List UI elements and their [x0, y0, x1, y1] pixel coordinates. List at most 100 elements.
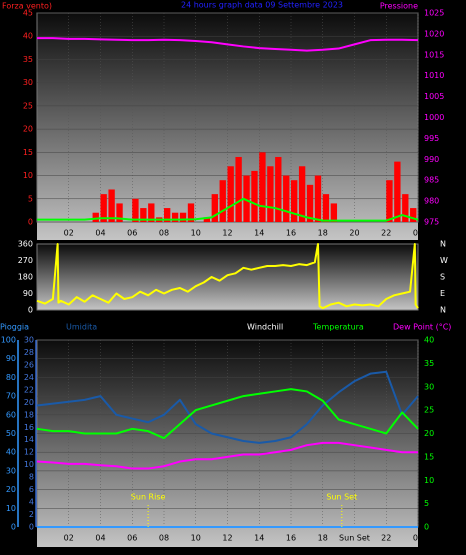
y2-tick-label: 25	[424, 406, 434, 415]
y2-tick-label: N	[440, 306, 446, 315]
wind-bar	[291, 180, 298, 222]
wind-bar	[283, 175, 290, 222]
y-tick-label: 40	[6, 448, 16, 457]
plot-background	[37, 244, 418, 310]
x-tick-label: 14	[254, 229, 264, 238]
x-tick-label: 22	[381, 534, 391, 543]
y-tick-label: 15	[23, 148, 33, 157]
legend-label: Temperatura	[312, 323, 364, 332]
y-tick-label: 180	[18, 273, 33, 282]
y2-tick-label: 1010	[424, 71, 444, 80]
series-line	[36, 243, 419, 310]
y-tick-label: 100	[1, 336, 16, 345]
y3-tick-label: 10	[24, 460, 34, 469]
y2-tick-label: 1000	[424, 113, 444, 122]
y3-tick-label: 30	[24, 336, 34, 345]
y-tick-label: 70	[6, 392, 16, 401]
y3-tick-label: 14	[24, 435, 34, 444]
y2-tick-label: 35	[424, 359, 434, 368]
y3-tick-label: 24	[24, 373, 34, 382]
y3-tick-label: 28	[24, 348, 34, 357]
y2-tick-label: 985	[424, 176, 439, 185]
y-tick-label: 10	[23, 171, 33, 180]
header-label: Windchill	[247, 323, 283, 332]
annotation: Sun Set	[326, 493, 357, 502]
y2-tick-label: 975	[424, 218, 439, 227]
wind-bar	[92, 212, 99, 222]
y2-tick-label: 5	[424, 499, 429, 508]
y-tick-label: 20	[6, 485, 16, 494]
wind-bar	[164, 208, 171, 222]
y-tick-label: 0	[28, 306, 33, 315]
wind-bar	[267, 166, 274, 222]
legend-label: Dew Point (°C)	[393, 323, 451, 332]
y-tick-label: 0	[11, 523, 16, 532]
legend-label: Pioggia	[0, 323, 29, 332]
plot-background	[37, 340, 418, 547]
x-tick-label: 14	[254, 534, 264, 543]
y-tick-label: 45	[23, 9, 33, 18]
wind-bar	[203, 217, 211, 222]
wind-bar	[322, 194, 330, 222]
y2-axis-label: Pressione	[380, 2, 418, 11]
y3-tick-label: 2	[29, 510, 34, 519]
wind-bar	[410, 208, 417, 222]
y-tick-label: 90	[6, 354, 16, 363]
y3-tick-label: 16	[24, 423, 34, 432]
x-tick-label: 02	[64, 534, 74, 543]
series-line	[36, 441, 418, 470]
x-tick-label: 16	[286, 229, 296, 238]
y-tick-label: 20	[23, 125, 33, 134]
y2-tick-label: 995	[424, 134, 439, 143]
wind-bar	[140, 208, 147, 222]
y-tick-label: 10	[6, 504, 16, 513]
y2-tick-label: 10	[424, 476, 434, 485]
wind-bar	[108, 189, 115, 222]
legend-label: Umidita	[66, 323, 97, 332]
y-tick-label: 80	[6, 373, 16, 382]
x-tick-label: 04	[95, 229, 105, 238]
wind-bar	[227, 166, 234, 222]
series-line	[36, 388, 419, 440]
x-tick-label: 22	[381, 229, 391, 238]
x-tick-label: 12	[222, 229, 232, 238]
y2-tick-label: 15	[424, 452, 434, 461]
y-tick-label: 0	[28, 218, 33, 227]
x-tick-label: 04	[95, 534, 105, 543]
y-tick-label: 270	[18, 256, 33, 265]
y-axis-label: Forza vento)	[2, 2, 52, 11]
x-tick-label: 02	[64, 229, 74, 238]
y2-tick-label: 1005	[424, 92, 444, 101]
y2-tick-label: 20	[424, 429, 434, 438]
wind-bar	[100, 194, 107, 222]
wind-bar	[211, 194, 218, 222]
wind-bar	[314, 175, 322, 222]
x-tick-label: 08	[159, 534, 169, 543]
x-tick-label: 16	[286, 534, 296, 543]
y-tick-label: 40	[23, 32, 33, 41]
wind-bar	[179, 212, 187, 222]
x-tick-label: 06	[127, 229, 137, 238]
y2-tick-label: 1020	[424, 29, 444, 38]
y2-tick-label: 30	[424, 382, 434, 391]
y-tick-label: 50	[6, 429, 16, 438]
wind-bar	[298, 166, 306, 222]
wind-bar	[116, 203, 123, 222]
x-tick-label: 10	[191, 229, 201, 238]
series-line	[36, 370, 419, 444]
series-line	[37, 37, 419, 52]
wind-bar	[251, 170, 258, 222]
y3-tick-label: 20	[24, 398, 34, 407]
wind-bar	[330, 203, 338, 222]
annotation: Sun Rise	[131, 493, 166, 502]
wind-bar	[132, 198, 139, 222]
y-tick-label: 25	[23, 101, 33, 110]
y3-tick-label: 0	[29, 523, 34, 532]
wind-bar	[235, 156, 242, 222]
wind-bar	[243, 175, 250, 222]
plot-frame	[36, 243, 419, 311]
wind-bar	[386, 180, 393, 222]
x-tick-label: 18	[318, 229, 328, 238]
x-tick-label: 18	[318, 534, 328, 543]
